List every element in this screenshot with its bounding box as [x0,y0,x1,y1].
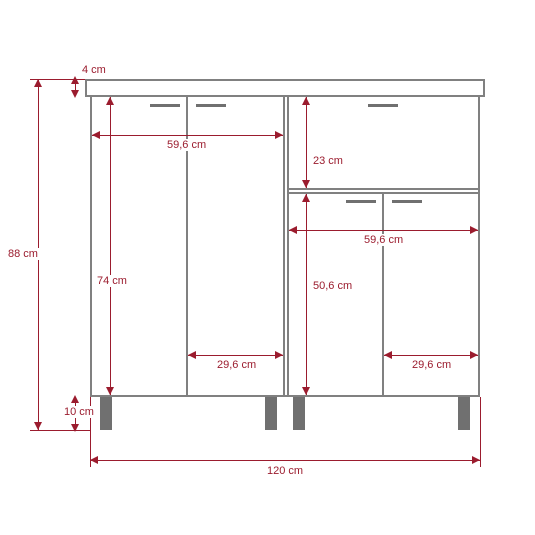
dim-inner-height: 74 cm [95,275,129,287]
dim-countertop: 4 cm [80,64,108,76]
dim-lower-right-h: 50,6 cm [311,280,354,292]
dim-right-door: 29,6 cm [410,359,453,371]
cabinet-diagram: 88 cm 120 cm 4 cm 74 cm 10 cm 59,6 cm 59… [0,0,535,535]
dim-left-width: 59,6 cm [165,139,208,151]
dim-total-height: 88 cm [6,248,40,260]
dim-right-width: 59,6 cm [362,234,405,246]
dim-left-door: 29,6 cm [215,359,258,371]
dim-leg: 10 cm [62,406,96,418]
dim-drawer-h: 23 cm [311,155,345,167]
dim-total-width: 120 cm [265,465,305,477]
